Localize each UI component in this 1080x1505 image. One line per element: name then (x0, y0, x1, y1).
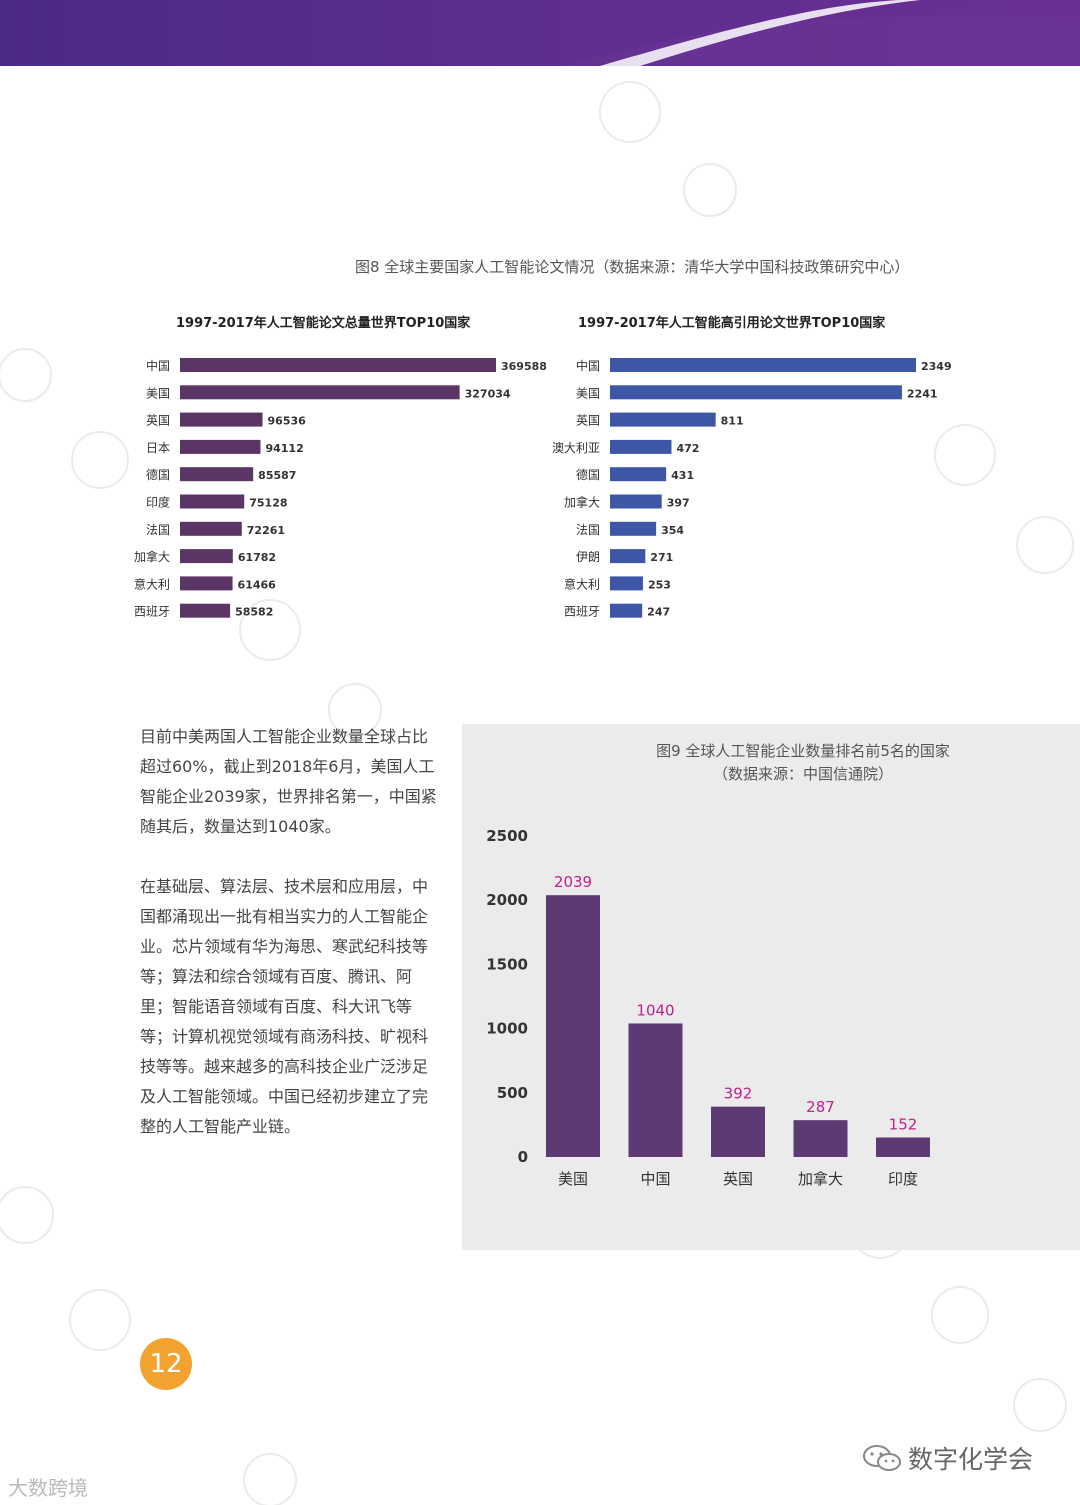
y-tick-label: 2000 (486, 891, 528, 909)
bar (610, 576, 643, 591)
category-label: 日本 (146, 441, 170, 455)
y-tick-label: 1000 (486, 1020, 528, 1038)
value-label: 287 (806, 1098, 835, 1116)
value-label: 271 (650, 551, 673, 564)
category-label: 中国 (146, 358, 170, 373)
category-label: 澳大利亚 (552, 441, 600, 455)
category-label: 加拿大 (564, 495, 600, 510)
bar (180, 603, 231, 618)
category-label: 印度 (888, 1170, 918, 1188)
y-tick-label: 500 (497, 1084, 528, 1102)
value-label: 75128 (249, 497, 287, 510)
category-label: 加拿大 (798, 1170, 843, 1188)
value-label: 392 (724, 1085, 753, 1103)
bar (180, 549, 233, 564)
value-label: 1040 (636, 1001, 674, 1019)
bar (180, 494, 245, 509)
value-label: 431 (671, 469, 694, 482)
value-label: 253 (648, 578, 671, 591)
bar (610, 467, 667, 482)
bar (610, 494, 662, 509)
bar (180, 412, 263, 427)
value-label: 72261 (247, 524, 285, 537)
value-label: 369588 (501, 360, 547, 373)
category-label: 伊朗 (576, 550, 600, 564)
value-label: 61466 (238, 578, 277, 591)
figure9-caption: 图9 全球人工智能企业数量排名前5名的国家 （数据来源：中国信通院） (638, 740, 968, 786)
category-label: 英国 (576, 414, 600, 428)
y-tick-label: 0 (518, 1148, 528, 1166)
figure8-caption: 图8 全球主要国家人工智能论文情况（数据来源：清华大学中国科技政策研究中心） (355, 258, 910, 276)
figure9-caption-line1: 图9 全球人工智能企业数量排名前5名的国家 (656, 742, 950, 760)
bar (546, 895, 600, 1157)
value-label: 811 (721, 415, 744, 428)
y-tick-label: 1500 (486, 955, 528, 973)
bar (610, 521, 657, 536)
value-label: 96536 (268, 415, 307, 428)
value-label: 2241 (907, 387, 938, 400)
intro-paragraph: 目前中美两国人工智能企业数量全球占比超过60%，截止到2018年6月，美国人工智… (140, 727, 437, 836)
value-label: 58582 (235, 606, 273, 619)
category-label: 法国 (576, 523, 600, 537)
bar (876, 1137, 930, 1157)
bar (711, 1106, 765, 1157)
category-label: 法国 (146, 523, 170, 537)
value-label: 94112 (265, 442, 303, 455)
category-label: 意大利 (564, 576, 600, 591)
category-label: 印度 (146, 495, 170, 510)
category-label: 加拿大 (134, 549, 170, 564)
page-number: 12 (140, 1338, 192, 1390)
value-label: 152 (889, 1115, 918, 1133)
watermark-left: 大数跨境 (8, 1476, 88, 1500)
right-chart-title: 1997-2017年人工智能高引用论文世界TOP10国家 (578, 316, 886, 331)
papers-total-chart: 中国 369588 美国 327034 英国 96536 日本 94112 德国 85587 印度 7… (134, 358, 547, 619)
figure9-caption-line2: （数据来源：中国信通院） (712, 765, 893, 783)
category-label: 德国 (576, 467, 600, 482)
category-label: 美国 (576, 386, 600, 400)
bar (610, 385, 902, 400)
watermark-right-label: 数字化学会 (908, 1445, 1034, 1474)
bar (610, 439, 672, 454)
category-label: 中国 (576, 358, 600, 373)
value-label: 472 (676, 442, 699, 455)
value-label: 2039 (554, 873, 592, 891)
bar (180, 521, 242, 536)
bar (180, 358, 496, 372)
bar (180, 467, 254, 482)
category-label: 德国 (146, 467, 170, 482)
bar (180, 439, 261, 454)
value-label: 327034 (465, 387, 511, 400)
y-tick-label: 2500 (486, 827, 528, 845)
header-band (0, 0, 1080, 66)
category-label: 西班牙 (564, 605, 600, 619)
industry-paragraph: 在基础层、算法层、技术层和应用层，中国都涌现出一批有相当实力的人工智能企业。芯片… (140, 877, 429, 1136)
bar (793, 1120, 848, 1157)
wechat-icon (863, 1445, 901, 1471)
left-chart-title: 1997-2017年人工智能论文总量世界TOP10国家 (176, 316, 471, 331)
bar (610, 549, 646, 564)
value-label: 397 (667, 497, 690, 510)
category-label: 美国 (558, 1170, 588, 1188)
category-label: 英国 (146, 414, 170, 428)
value-label: 354 (661, 524, 684, 537)
category-label: 意大利 (134, 576, 170, 591)
category-label: 美国 (146, 386, 170, 400)
bar (628, 1023, 683, 1157)
value-label: 247 (647, 606, 670, 619)
watermark-right: 数字化学会 (862, 1440, 1033, 1476)
bar (180, 385, 460, 400)
bar (610, 412, 716, 427)
value-label: 2349 (921, 360, 952, 373)
highly-cited-papers-chart: 中国 2349 美国 2241 英国 811 澳大利亚 472 德国 431 加拿大 397 法国 354… (552, 358, 952, 619)
bar (610, 603, 643, 618)
bar (180, 576, 233, 591)
category-label: 中国 (640, 1170, 670, 1188)
value-label: 85587 (258, 469, 296, 482)
ai-companies-chart: 0 500 1000 1500 2000 2500 2039 美国 1040 中国 392 英国 287… (486, 827, 930, 1188)
category-label: 英国 (723, 1170, 753, 1188)
category-label: 西班牙 (134, 605, 170, 619)
value-label: 61782 (238, 551, 276, 564)
bar (610, 358, 916, 372)
